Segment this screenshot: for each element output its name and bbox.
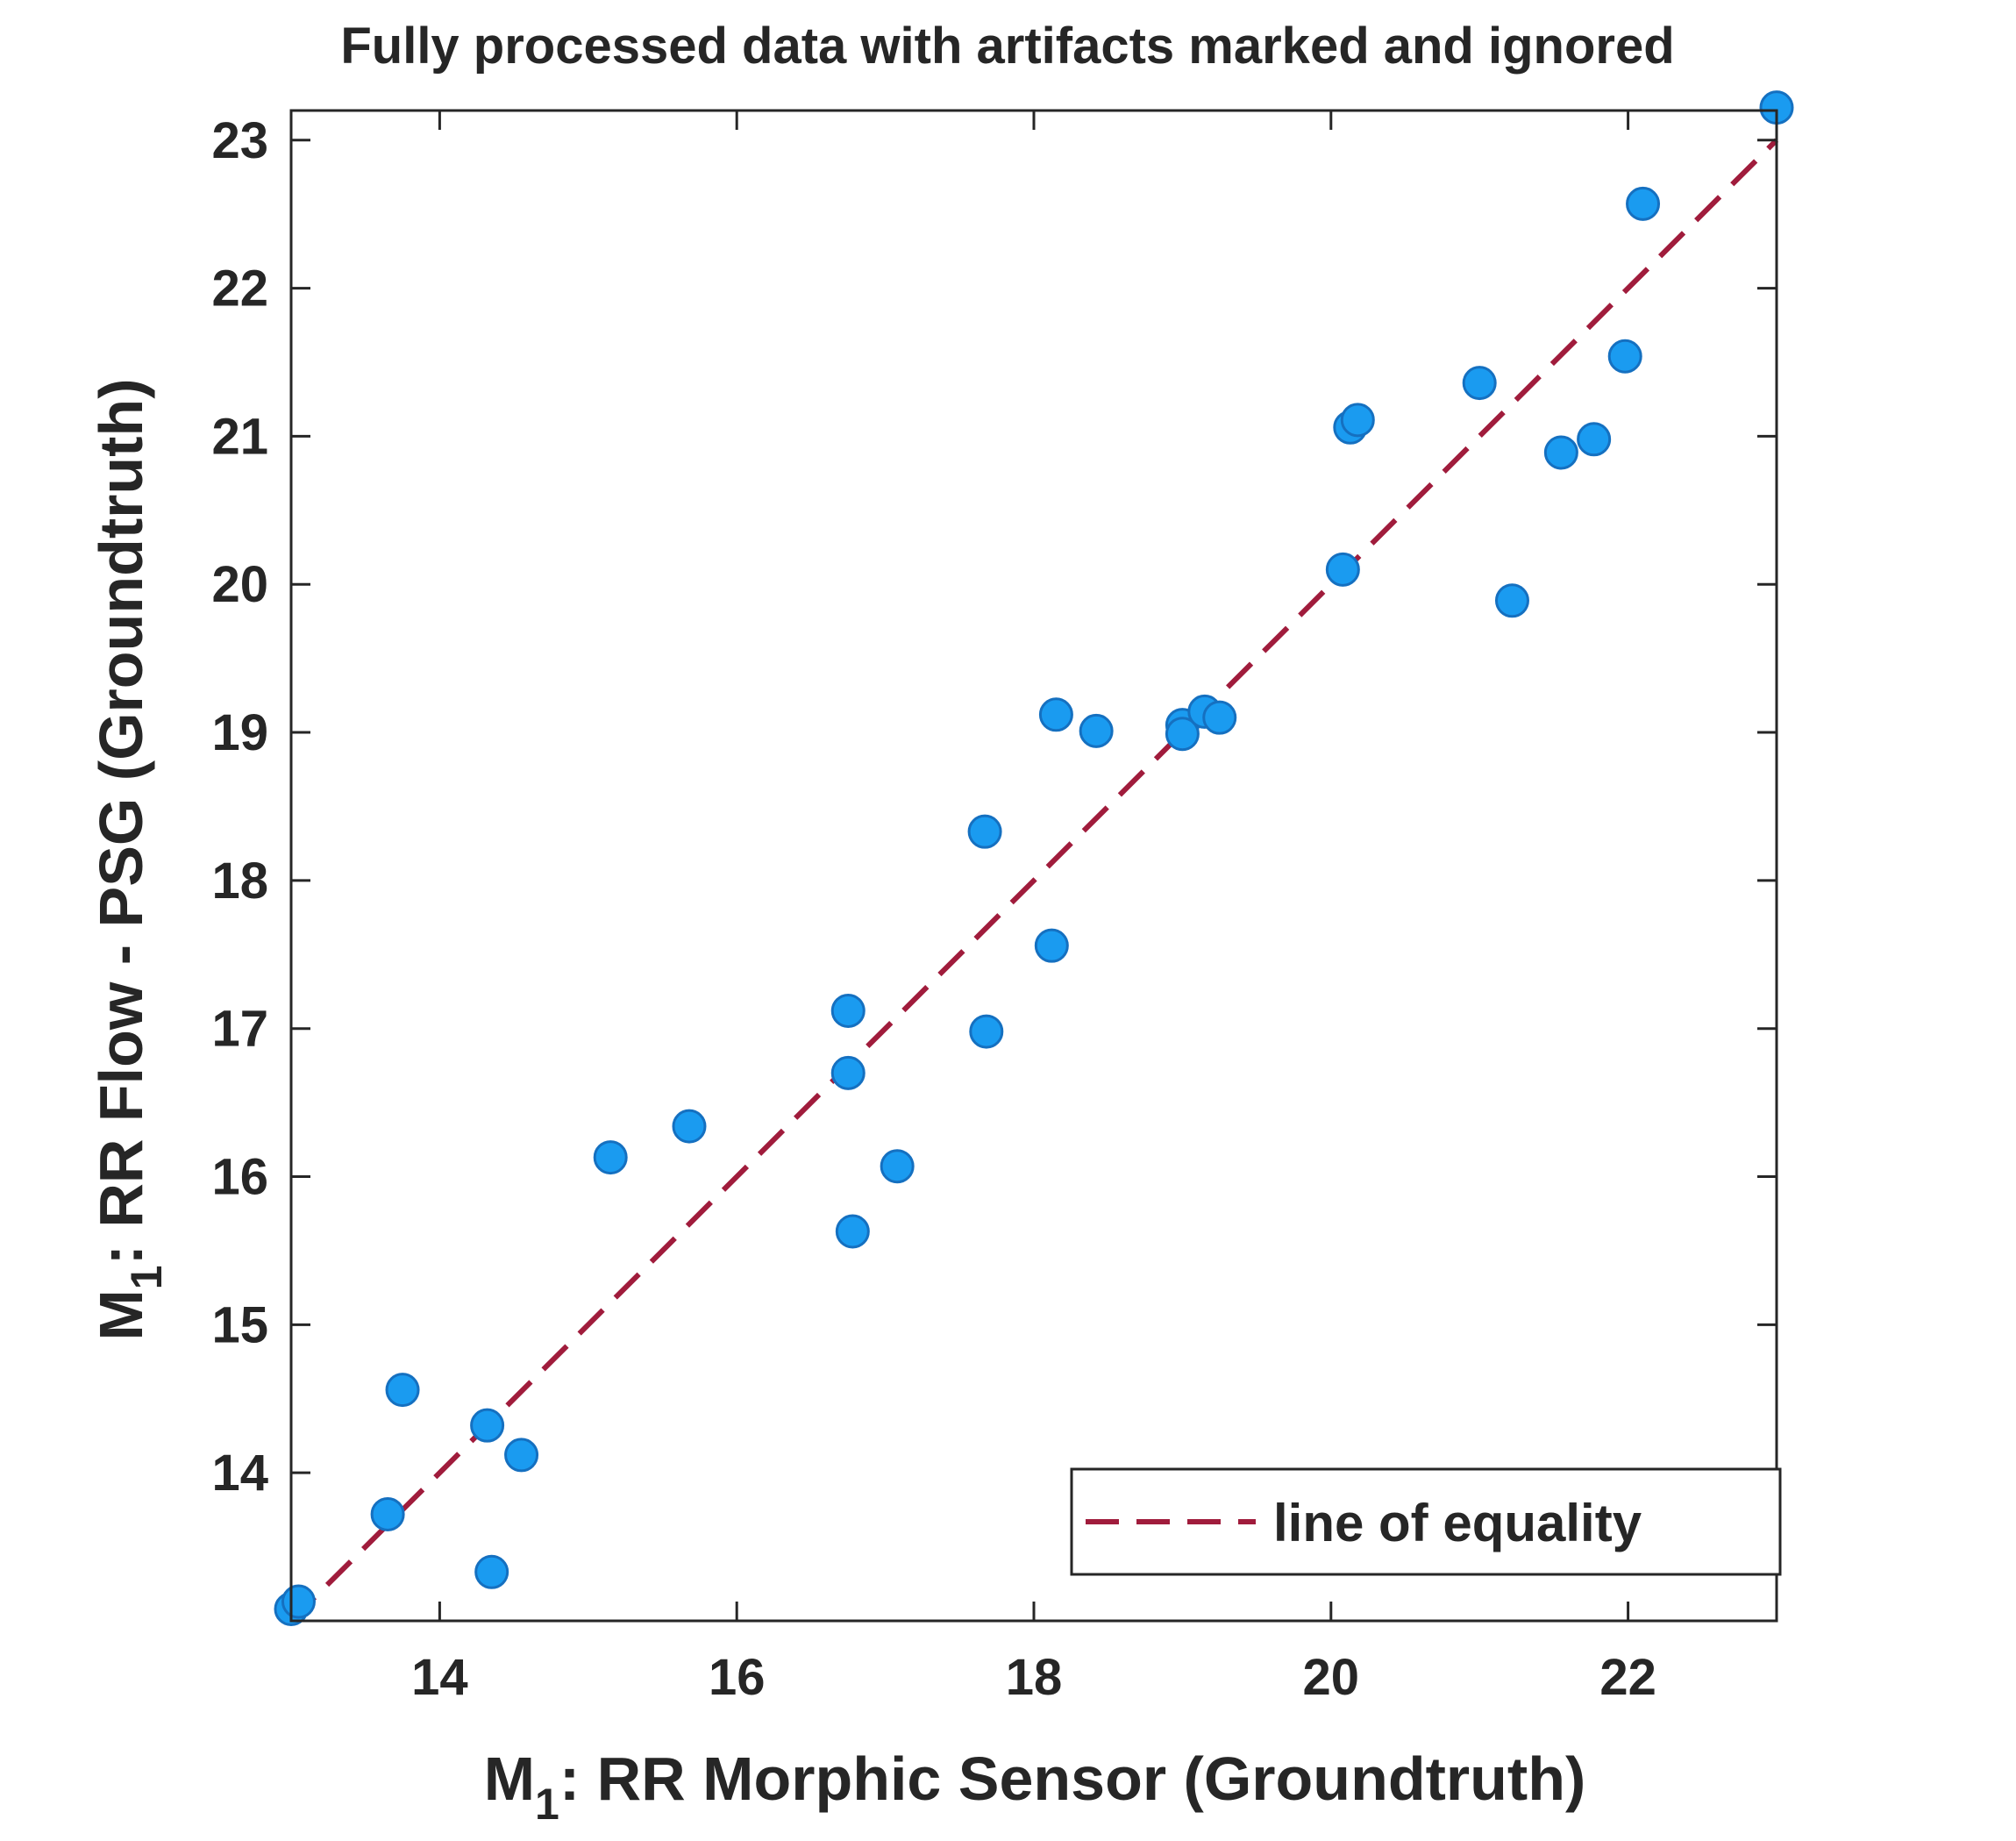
data-point [1607, 339, 1642, 374]
y-tick-label: 20 [211, 556, 268, 613]
chart-title: Fully processed data with artifacts mark… [340, 18, 1674, 75]
legend-label: line of equality [1273, 1494, 1642, 1552]
x-axis-label-main: M [484, 1745, 535, 1813]
data-point [470, 1408, 505, 1443]
y-axis-label-main: M [87, 1289, 155, 1340]
data-point [370, 1496, 405, 1531]
y-tick-label: 17 [211, 1001, 268, 1058]
data-point [1079, 713, 1114, 748]
data-point [880, 1149, 915, 1184]
data-point [835, 1214, 870, 1249]
y-tick-label: 22 [211, 260, 268, 318]
legend: line of equality [1070, 1467, 1782, 1576]
data-point [504, 1438, 539, 1473]
x-axis-label: M1: RR Morphic Sensor (Groundtruth) [484, 1745, 1586, 1829]
data-point [1543, 435, 1578, 470]
y-axis-label: M1: RR Flow - PSG (Groundtruth) [87, 378, 171, 1340]
data-point [1038, 697, 1073, 732]
line-of-equality [289, 138, 1779, 1623]
ticks-layer: 14 16 18 20 22 14 15 16 17 18 19 20 21 22 23 [211, 111, 1777, 1706]
y-tick-label: 15 [211, 1296, 268, 1353]
data-point [967, 814, 1002, 849]
data-point [281, 1584, 316, 1619]
data-point [593, 1140, 628, 1175]
data-point [1626, 186, 1661, 221]
y-tick-label: 21 [211, 408, 268, 465]
points-layer [274, 90, 1794, 1626]
x-tick-label: 18 [1006, 1649, 1063, 1706]
data-point [1325, 552, 1360, 587]
y-axis-label-sub: 1 [122, 1265, 171, 1289]
data-point [1202, 700, 1237, 735]
y-tick-label: 23 [211, 112, 268, 169]
x-tick-label: 16 [709, 1649, 766, 1706]
plot-layer [289, 138, 1779, 1623]
plot-frame [289, 109, 1778, 1623]
data-point [1340, 403, 1375, 438]
data-point [1165, 717, 1200, 752]
y-tick-label: 18 [211, 853, 268, 910]
x-axis-label-rest: : RR Morphic Sensor (Groundtruth) [559, 1745, 1585, 1813]
x-tick-label: 14 [411, 1649, 468, 1706]
data-point [1034, 928, 1069, 963]
y-tick-label: 16 [211, 1149, 268, 1206]
data-point [830, 993, 866, 1028]
data-point [672, 1109, 707, 1144]
y-tick-label: 19 [211, 704, 268, 761]
data-point [969, 1014, 1004, 1049]
x-axis-label-sub: 1 [535, 1780, 559, 1829]
data-point [1462, 366, 1497, 401]
y-tick-label: 14 [211, 1445, 268, 1502]
data-point [474, 1554, 509, 1589]
data-point [1494, 583, 1529, 618]
x-tick-label: 22 [1599, 1649, 1656, 1706]
data-point [1577, 422, 1612, 457]
data-point [830, 1055, 866, 1090]
data-point [385, 1373, 420, 1408]
y-axis-label-rest: : RR Flow - PSG (Groundtruth) [87, 378, 155, 1265]
x-tick-label: 20 [1303, 1649, 1360, 1706]
